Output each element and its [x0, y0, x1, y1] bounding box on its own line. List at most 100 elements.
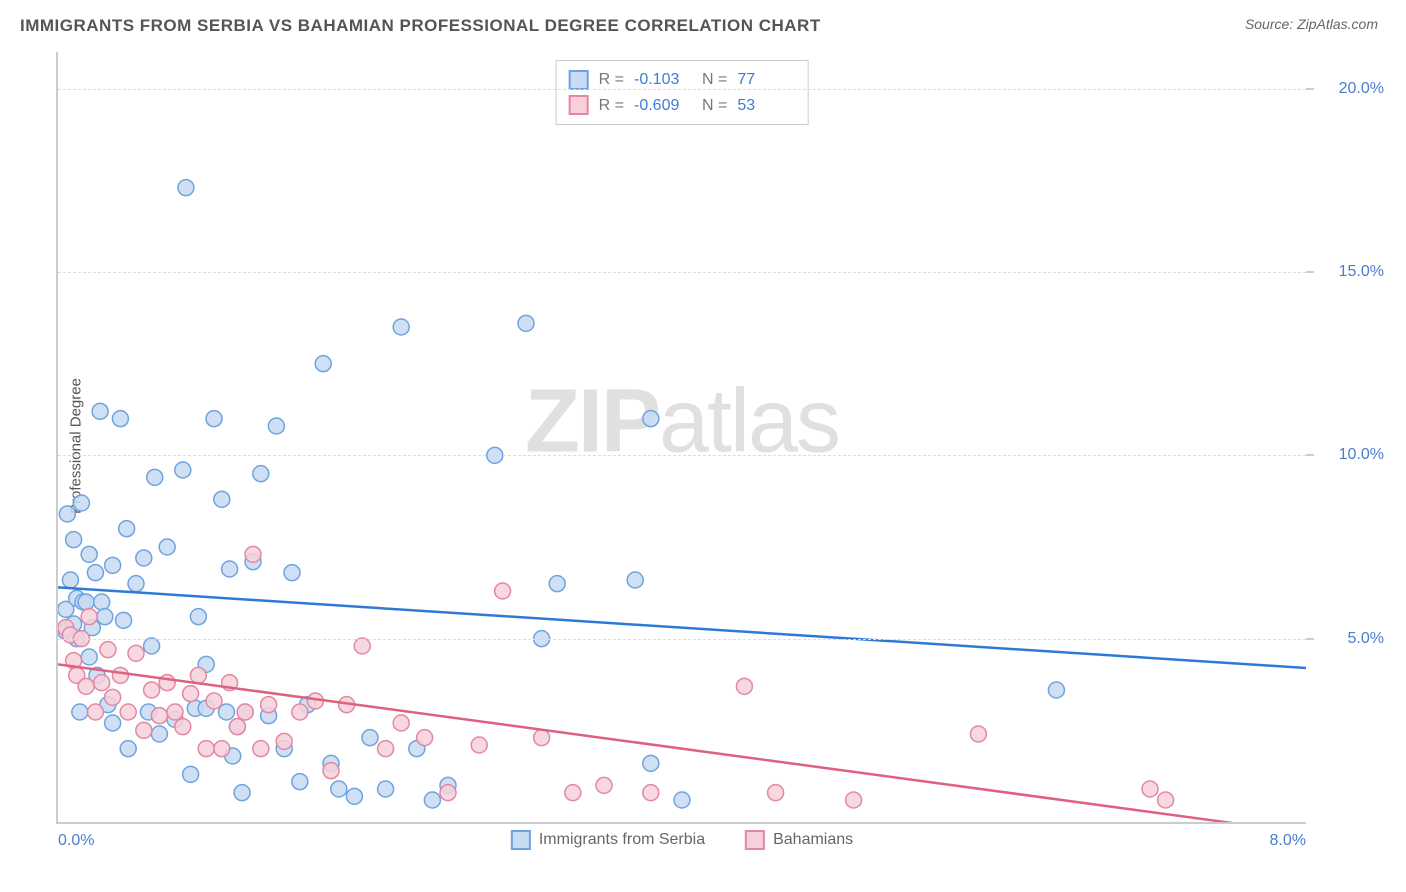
data-point: [596, 777, 612, 793]
data-point: [175, 719, 191, 735]
plot-svg: [58, 52, 1306, 822]
series-legend: Immigrants from Serbia Bahamians: [511, 830, 853, 850]
data-point: [276, 733, 292, 749]
data-point: [292, 704, 308, 720]
data-point: [78, 594, 94, 610]
data-point: [112, 667, 128, 683]
data-point: [323, 763, 339, 779]
data-point: [87, 704, 103, 720]
data-point: [378, 781, 394, 797]
data-point: [120, 741, 136, 757]
gridline: [58, 639, 1306, 640]
correlation-legend: R =-0.103N =77R =-0.609N =53: [556, 60, 809, 125]
data-point: [253, 466, 269, 482]
data-point: [354, 638, 370, 654]
data-point: [495, 583, 511, 599]
data-point: [206, 411, 222, 427]
y-tick-mark: [1306, 454, 1314, 456]
data-point: [393, 319, 409, 335]
data-point: [1142, 781, 1158, 797]
data-point: [643, 755, 659, 771]
data-point: [87, 565, 103, 581]
data-point: [549, 576, 565, 592]
data-point: [190, 609, 206, 625]
data-point: [183, 766, 199, 782]
data-point: [214, 741, 230, 757]
data-point: [159, 539, 175, 555]
y-tick-mark: [1306, 271, 1314, 273]
data-point: [105, 715, 121, 731]
legend-swatch: [569, 70, 589, 90]
data-point: [151, 708, 167, 724]
data-point: [315, 356, 331, 372]
data-point: [268, 418, 284, 434]
trend-line: [58, 587, 1306, 668]
source-attribution: Source: ZipAtlas.com: [1245, 16, 1378, 32]
data-point: [144, 682, 160, 698]
data-point: [147, 469, 163, 485]
chart-title: IMMIGRANTS FROM SERBIA VS BAHAMIAN PROFE…: [20, 16, 821, 36]
series-legend-item: Bahamians: [745, 830, 853, 850]
data-point: [736, 678, 752, 694]
data-point: [190, 667, 206, 683]
data-point: [66, 532, 82, 548]
y-tick-label: 5.0%: [1314, 630, 1384, 648]
data-point: [284, 565, 300, 581]
data-point: [292, 774, 308, 790]
data-point: [674, 792, 690, 808]
data-point: [105, 557, 121, 573]
data-point: [97, 609, 113, 625]
x-tick-label: 0.0%: [58, 832, 94, 850]
data-point: [1048, 682, 1064, 698]
data-point: [151, 726, 167, 742]
data-point: [178, 180, 194, 196]
data-point: [234, 785, 250, 801]
source-prefix: Source:: [1245, 16, 1297, 32]
data-point: [346, 788, 362, 804]
data-point: [1158, 792, 1174, 808]
data-point: [222, 561, 238, 577]
series-label: Bahamians: [773, 831, 853, 849]
legend-row: R =-0.609N =53: [569, 93, 796, 119]
x-tick-label: 8.0%: [1270, 832, 1306, 850]
r-label: R =: [599, 93, 624, 119]
data-point: [846, 792, 862, 808]
y-tick-label: 15.0%: [1314, 263, 1384, 281]
data-point: [253, 741, 269, 757]
data-point: [417, 730, 433, 746]
gridline: [58, 272, 1306, 273]
source-name: ZipAtlas.com: [1297, 16, 1378, 32]
data-point: [78, 678, 94, 694]
n-label: N =: [702, 93, 727, 119]
data-point: [534, 730, 550, 746]
data-point: [565, 785, 581, 801]
data-point: [206, 693, 222, 709]
gridline: [58, 89, 1306, 90]
data-point: [159, 675, 175, 691]
data-point: [768, 785, 784, 801]
data-point: [119, 521, 135, 537]
data-point: [144, 638, 160, 654]
data-point: [81, 609, 97, 625]
data-point: [214, 491, 230, 507]
data-point: [440, 785, 456, 801]
scatter-plot-area: ZIPatlas R =-0.103N =77R =-0.609N =53 Im…: [56, 52, 1306, 824]
data-point: [627, 572, 643, 588]
data-point: [94, 594, 110, 610]
data-point: [59, 506, 75, 522]
data-point: [81, 546, 97, 562]
data-point: [378, 741, 394, 757]
data-point: [331, 781, 347, 797]
data-point: [970, 726, 986, 742]
data-point: [167, 704, 183, 720]
data-point: [73, 495, 89, 511]
data-point: [261, 697, 277, 713]
data-point: [643, 785, 659, 801]
data-point: [175, 462, 191, 478]
data-point: [116, 612, 132, 628]
data-point: [120, 704, 136, 720]
series-label: Immigrants from Serbia: [539, 831, 705, 849]
legend-swatch: [745, 830, 765, 850]
series-legend-item: Immigrants from Serbia: [511, 830, 705, 850]
data-point: [643, 411, 659, 427]
